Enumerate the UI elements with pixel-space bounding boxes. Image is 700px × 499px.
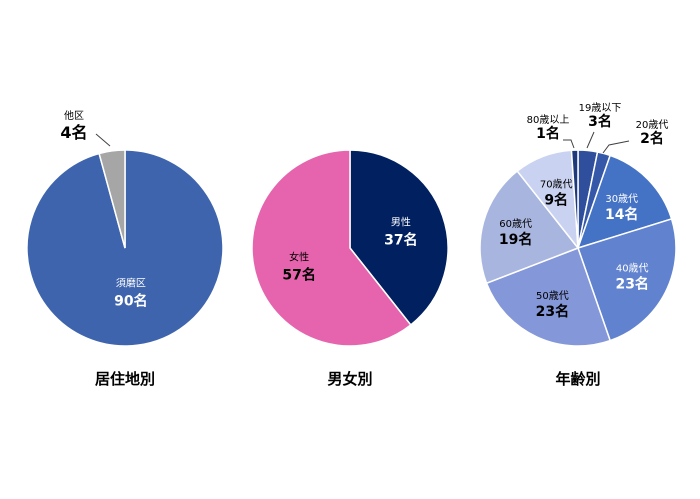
slice-value-label: 4名 (60, 123, 87, 142)
leader-line (563, 139, 575, 149)
slice-value-label: 37名 (384, 231, 417, 248)
pie-slice (570, 149, 579, 249)
slice-label: 須磨区 (116, 278, 146, 290)
slice-label: 40歳代 (616, 262, 649, 274)
slice-value-label: 3名 (588, 113, 612, 130)
slice-value-label: 57名 (282, 267, 315, 284)
slice-label: 19歳以下 (579, 102, 622, 114)
leader-line (95, 133, 111, 147)
leader-line (602, 140, 630, 154)
slice-value-label: 2名 (640, 130, 664, 147)
chart-title: 居住地別 (95, 370, 155, 388)
pie-slice (576, 154, 673, 250)
slice-label: 80歳以上 (527, 114, 570, 126)
chart-title: 男女別 (327, 370, 372, 388)
slice-label: 70歳代 (540, 178, 573, 190)
slice-label: 男性 (391, 215, 411, 228)
slice-label: 女性 (289, 251, 309, 264)
pie-slice (479, 170, 580, 285)
chart-title: 年齢別 (555, 370, 600, 388)
slice-value-label: 1名 (536, 125, 560, 142)
slice-value-label: 90名 (114, 293, 147, 310)
pie-slice (485, 247, 612, 347)
slice-value-label: 14名 (605, 206, 638, 223)
pie-slice (577, 218, 677, 342)
slice-value-label: 23名 (536, 303, 569, 320)
slice-label: 30歳代 (605, 193, 638, 205)
pie-slice (251, 149, 412, 347)
leader-line (586, 131, 595, 149)
slice-value-label: 19名 (499, 231, 532, 248)
pie-slice (98, 149, 126, 249)
slice-label: 他区 (64, 109, 84, 122)
slice-label: 60歳代 (499, 218, 532, 230)
slice-value-label: 9名 (544, 191, 568, 208)
slice-label: 20歳代 (636, 119, 669, 131)
pie-slice (349, 149, 449, 326)
slice-label: 50歳代 (536, 290, 569, 302)
slice-value-label: 23名 (615, 275, 648, 292)
